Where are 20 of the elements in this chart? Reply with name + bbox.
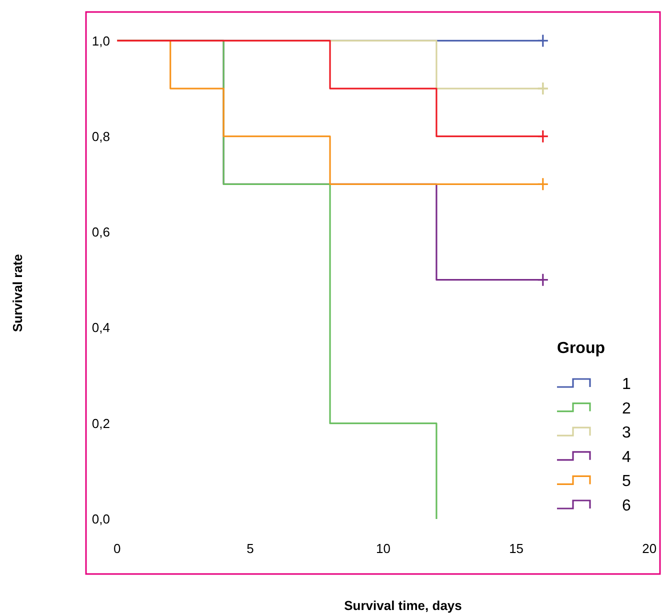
y-tick-label: 0,2: [92, 416, 110, 431]
y-tick-label: 0,0: [92, 512, 110, 527]
y-axis-title: Survival rate: [10, 254, 25, 332]
legend-title: Group: [557, 340, 606, 357]
x-tick-label: 10: [376, 541, 390, 556]
x-tick-label: 20: [642, 541, 657, 556]
y-tick-label: 0,6: [92, 224, 110, 240]
y-tick-label: 0,8: [92, 128, 110, 144]
x-axis-title: Survival time, days: [344, 598, 462, 613]
legend-label: 5: [622, 473, 631, 490]
legend-label: 4: [622, 448, 631, 466]
y-tick-label: 0,4: [92, 320, 110, 336]
x-tick-label: 15: [509, 541, 524, 556]
x-tick-label: 5: [246, 541, 254, 556]
y-tick-label: 1,0: [92, 33, 110, 48]
x-tick-label: 0: [114, 541, 121, 556]
legend-label: 6: [622, 498, 631, 514]
legend-label: 3: [622, 424, 631, 442]
legend-label: 1: [622, 376, 631, 393]
legend-label: 2: [622, 400, 631, 418]
